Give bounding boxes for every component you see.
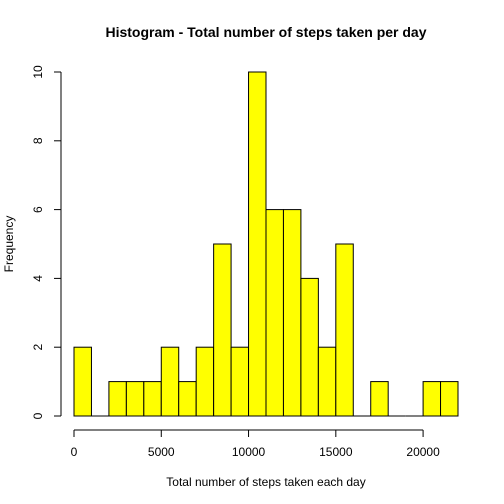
histogram-bar [282,209,302,417]
x-axis: 0 5000 10000 15000 20000 [71,429,440,459]
histogram-bar [317,346,337,417]
y-tick-label: 10 [31,65,45,79]
y-tick-label: 4 [31,275,45,282]
histogram-bar [195,346,215,417]
histogram-bar [230,346,250,417]
histogram-bar [73,346,92,417]
histogram-bar [422,381,442,417]
histogram-bar [248,71,267,417]
chart-title: Histogram - Total number of steps taken … [105,24,426,40]
bars-group [73,71,459,417]
histogram-bar [440,381,459,417]
histogram-bar [370,381,389,417]
histogram-bar [178,381,197,417]
y-tick-label: 2 [31,344,45,351]
x-tick-label: 15000 [319,445,353,459]
x-tick-label: 10000 [232,445,266,459]
histogram-bar [265,209,284,417]
y-tick-label: 8 [31,137,45,144]
histogram-bar [160,346,180,417]
x-tick-label: 20000 [406,445,440,459]
histogram-bar [300,277,319,417]
histogram-bar [335,243,354,417]
y-axis: 0 2 4 6 8 10 [31,65,62,419]
x-tick-label: 0 [71,445,78,459]
histogram-bar [143,381,162,417]
histogram-bar [108,381,127,417]
y-tick-label: 0 [31,412,45,419]
histogram-bar [125,381,145,417]
histogram-bar [213,243,232,417]
y-axis-label: Frequency [2,216,16,273]
x-tick-label: 5000 [148,445,175,459]
x-axis-label: Total number of steps taken each day [166,475,365,489]
y-tick-label: 6 [31,206,45,213]
